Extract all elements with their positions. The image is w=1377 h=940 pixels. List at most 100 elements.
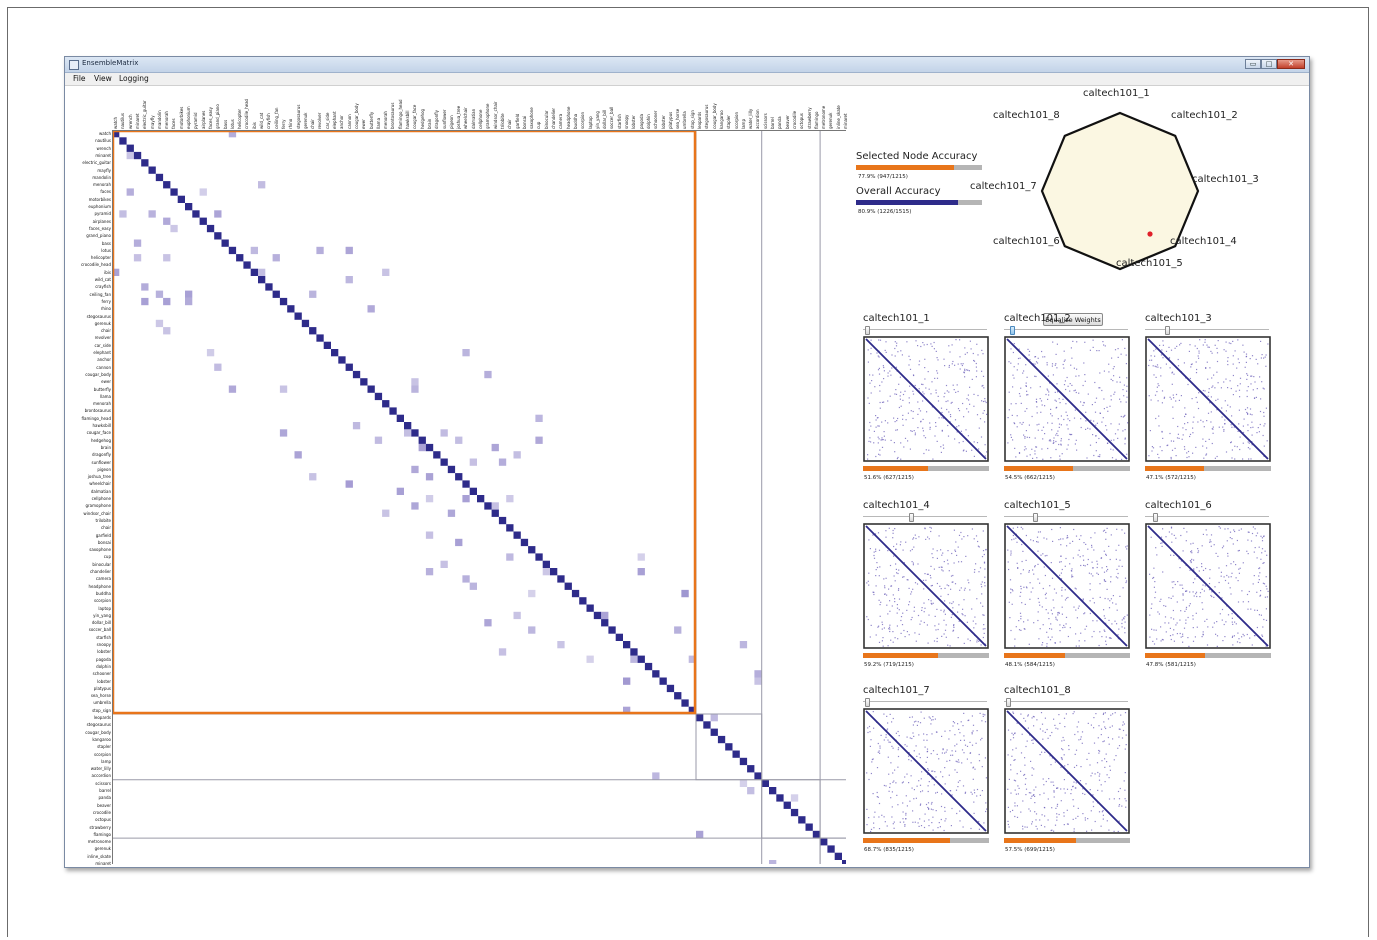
matrix-column-label[interactable]: wheelchair (463, 107, 469, 129)
matrix-column-label[interactable]: gramophone (485, 103, 491, 130)
matrix-row-label[interactable]: buddha (95, 590, 111, 596)
matrix-row-label[interactable]: bonsai (97, 539, 111, 545)
slider-thumb[interactable] (865, 698, 871, 707)
matrix-column-label[interactable]: mandolin (156, 110, 162, 129)
matrix-column-label[interactable]: cougar_body (711, 103, 717, 129)
radar-label-2[interactable]: caltech101_2 (1171, 110, 1238, 121)
slider-thumb[interactable] (1006, 698, 1012, 707)
radar-label-7[interactable]: caltech101_7 (970, 181, 1037, 192)
matrix-column-label[interactable]: car_side (324, 112, 330, 130)
matrix-column-label[interactable]: scissors (762, 113, 768, 129)
matrix-column-label[interactable]: stegosaurus (704, 104, 710, 129)
matrix-row-label[interactable]: hawksbill (92, 423, 111, 428)
matrix-column-label[interactable]: schooner (653, 110, 659, 129)
classifier-weight-slider[interactable] (863, 326, 987, 335)
classifier-confusion-matrix[interactable] (863, 523, 989, 649)
matrix-column-label[interactable]: faces (171, 118, 177, 129)
matrix-row-label[interactable]: mayfly (97, 167, 111, 173)
matrix-column-label[interactable]: stapler (726, 115, 732, 129)
matrix-row-label[interactable]: umbrella (93, 700, 111, 706)
matrix-row-label[interactable]: llama (99, 393, 111, 399)
matrix-column-label[interactable]: trilobite (499, 113, 505, 129)
matrix-row-label[interactable]: wrench (96, 145, 111, 151)
matrix-row-label[interactable]: scorpion (93, 751, 111, 757)
matrix-row-label[interactable]: starfish (96, 634, 111, 640)
matrix-column-label[interactable]: ibis (251, 122, 257, 129)
classifier-weight-slider[interactable] (1145, 326, 1269, 335)
matrix-row-label[interactable]: inline_skate (87, 853, 111, 859)
matrix-column-label[interactable]: gerenuk (302, 112, 308, 129)
matrix-row-label[interactable]: panda (98, 795, 111, 801)
matrix-row-label[interactable]: helicopter (90, 255, 111, 261)
matrix-row-label[interactable]: sea_horse (90, 693, 111, 699)
matrix-column-label[interactable]: mayfly (149, 115, 155, 129)
matrix-row-label[interactable]: trilobite (95, 517, 111, 523)
matrix-column-label[interactable]: elephant (332, 111, 337, 129)
matrix-column-label[interactable]: buddha (572, 113, 578, 129)
matrix-column-label[interactable]: water_lilly (748, 108, 754, 129)
matrix-row-label[interactable]: nautilus (95, 138, 111, 144)
classifier-confusion-matrix[interactable] (863, 336, 989, 462)
matrix-column-label[interactable]: helicopter (237, 108, 243, 129)
matrix-column-label[interactable]: ewer (361, 119, 367, 129)
matrix-column-label[interactable]: watch (113, 116, 118, 129)
matrix-column-label[interactable]: wild_cat (259, 112, 264, 129)
matrix-row-label[interactable]: joshua_tree (87, 474, 111, 480)
radar-label-3[interactable]: caltech101_3 (1192, 174, 1259, 185)
menu-file[interactable]: File (73, 74, 86, 83)
matrix-row-label[interactable]: lotus (101, 247, 111, 253)
classifier-weight-slider[interactable] (1004, 326, 1128, 335)
matrix-row-label[interactable]: wheelchair (89, 481, 111, 487)
matrix-row-label[interactable]: gerenuk (94, 320, 111, 326)
slider-thumb[interactable] (1165, 326, 1171, 335)
matrix-row-label[interactable]: cougar_body (85, 371, 111, 377)
matrix-column-label[interactable]: dalmatian (470, 108, 476, 129)
matrix-column-label[interactable]: rhino (288, 118, 294, 129)
matrix-column-label[interactable]: sunflower (441, 109, 447, 130)
matrix-row-label[interactable]: kangaroo (92, 736, 111, 742)
matrix-row-label[interactable]: flamingo (93, 831, 112, 837)
radar-label-6[interactable]: caltech101_6 (993, 236, 1060, 247)
matrix-column-label[interactable]: bonsai (521, 115, 527, 129)
matrix-row-label[interactable]: motorbikes (88, 196, 111, 202)
menu-view[interactable]: View (94, 74, 112, 83)
matrix-row-label[interactable]: cougar_body (85, 729, 111, 735)
matrix-column-label[interactable]: windsor_chair (492, 101, 498, 129)
matrix-column-label[interactable]: pigeon (448, 115, 454, 129)
matrix-column-label[interactable]: leopards (697, 111, 702, 129)
matrix-row-label[interactable]: car_side (94, 342, 112, 348)
matrix-row-label[interactable]: grand_piano (86, 233, 111, 239)
matrix-column-label[interactable]: binocular (543, 110, 549, 129)
matrix-row-label[interactable]: ewer (101, 379, 111, 385)
maximize-button[interactable]: □ (1261, 59, 1277, 69)
matrix-column-label[interactable]: crocodile (791, 110, 797, 129)
matrix-row-label[interactable]: pigeon (97, 466, 111, 472)
matrix-row-label[interactable]: dollar_bill (91, 620, 111, 626)
matrix-column-label[interactable]: soccer_ball (609, 106, 615, 129)
matrix-row-label[interactable]: saxophone (89, 547, 111, 553)
matrix-column-label[interactable]: panda (777, 116, 783, 129)
matrix-row-label[interactable]: bass (101, 240, 111, 246)
equalize-weights-button[interactable]: Equalize Weights (1043, 313, 1103, 326)
matrix-row-label[interactable]: camera (95, 576, 111, 582)
classifier-weight-slider[interactable] (1004, 698, 1128, 707)
matrix-row-label[interactable]: hedgehog (90, 437, 111, 443)
matrix-column-label[interactable]: cellphone (478, 109, 483, 129)
matrix-row-label[interactable]: chair (101, 525, 111, 531)
matrix-row-label[interactable]: gerenuk (94, 846, 111, 852)
matrix-row-label[interactable]: cellphone (91, 496, 111, 501)
matrix-row-label[interactable]: ceiling_fan (89, 291, 111, 297)
matrix-column-label[interactable]: motorbikes (178, 106, 184, 129)
matrix-column-label[interactable]: flamingo (813, 111, 819, 130)
classifier-confusion-matrix[interactable] (1145, 336, 1271, 462)
matrix-row-label[interactable]: menorah (93, 182, 111, 188)
matrix-row-label[interactable]: euphonium (88, 204, 111, 209)
matrix-column-label[interactable]: laptop (587, 116, 593, 129)
matrix-column-label[interactable]: cougar_body (353, 103, 359, 129)
matrix-column-label[interactable]: minaret (134, 113, 140, 129)
menu-logging[interactable]: Logging (119, 74, 149, 83)
matrix-column-label[interactable]: camera (558, 113, 564, 129)
matrix-column-label[interactable]: cougar_face (412, 104, 418, 129)
matrix-column-label[interactable]: bass (222, 119, 228, 129)
matrix-column-label[interactable]: electric_guitar (142, 100, 148, 129)
